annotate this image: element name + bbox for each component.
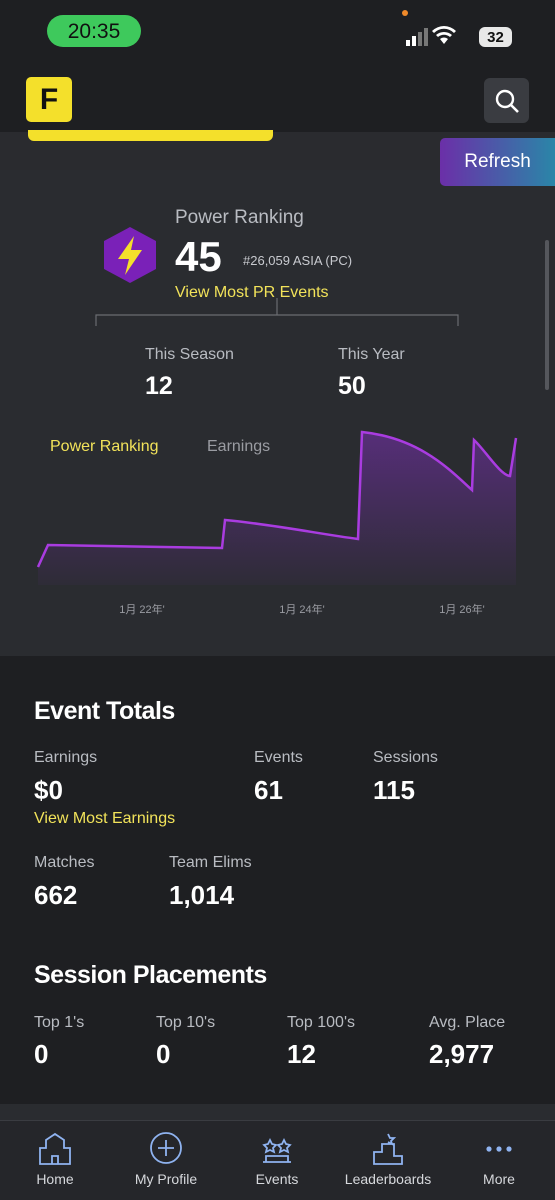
pr-label: Power Ranking [175, 207, 304, 228]
stat-value: 0 [34, 1039, 49, 1069]
battery-level: 32 [487, 29, 504, 46]
chart-tab[interactable]: Power Ranking [50, 438, 159, 455]
x-label: 1月 24年' [279, 604, 325, 616]
nav-item[interactable]: Home [36, 1171, 74, 1187]
logo[interactable] [26, 77, 72, 122]
stat-label: Matches [34, 854, 95, 871]
section-title: Event Totals [34, 697, 175, 725]
x-label: 1月 26年' [439, 604, 485, 616]
signal-wifi-icons [406, 26, 456, 46]
stat-value: 61 [254, 775, 283, 805]
stat-value: 662 [34, 880, 78, 910]
stat-label: Top 100's [287, 1014, 355, 1031]
logo-text: F [39, 83, 59, 116]
search-icon [495, 89, 519, 113]
scrollbar [545, 240, 549, 390]
indicator-dot [402, 10, 408, 16]
chart-tab[interactable]: Earnings [207, 438, 271, 455]
nav-item[interactable]: Leaderboards [344, 1171, 432, 1187]
stat-value: 50 [338, 372, 366, 400]
stat-value: 12 [145, 372, 173, 400]
nav-item[interactable]: Events [255, 1171, 299, 1187]
earnings-link[interactable]: View Most Earnings [34, 810, 176, 827]
rank-badge [104, 227, 156, 283]
pr-chart [36, 430, 518, 585]
pr-link[interactable]: View Most PR Events [175, 284, 329, 301]
section-title: Session Placements [34, 961, 267, 989]
stat-label: Top 10's [156, 1014, 216, 1031]
stat-value: 2,977 [429, 1039, 495, 1069]
stat-label: Earnings [34, 749, 98, 766]
search-button[interactable] [484, 78, 529, 123]
refresh-button[interactable] [440, 138, 555, 186]
progress-bar [28, 130, 273, 141]
battery [479, 27, 512, 47]
stat-label: Avg. Place [429, 1014, 506, 1031]
stat-value: 115 [373, 775, 415, 805]
stat-value: 0 [156, 1039, 171, 1069]
refresh-label: Refresh [464, 151, 531, 172]
nav-item[interactable]: My Profile [134, 1171, 198, 1187]
stat-label: Team Elims [169, 854, 252, 871]
stat-label: This Season [145, 346, 234, 363]
time-pill [47, 15, 141, 47]
bracket [95, 298, 459, 326]
nav-icons [39, 1132, 512, 1165]
x-label: 1月 22年' [119, 604, 165, 616]
pr-rank: #26,059 ASIA (PC) [243, 253, 353, 268]
nav-bar [0, 1120, 555, 1200]
stat-label: Events [254, 749, 303, 766]
stat-value: 12 [287, 1039, 316, 1069]
divider [0, 1104, 555, 1120]
stat-value: 1,014 [169, 880, 235, 910]
status-time: 20:35 [67, 20, 121, 43]
stat-value: $0 [34, 775, 63, 805]
stat-label: Top 1's [34, 1014, 85, 1031]
stat-label: This Year [338, 346, 405, 363]
nav-item[interactable]: More [483, 1171, 515, 1187]
pr-value: 45 [175, 233, 222, 280]
stat-label: Sessions [373, 749, 438, 766]
